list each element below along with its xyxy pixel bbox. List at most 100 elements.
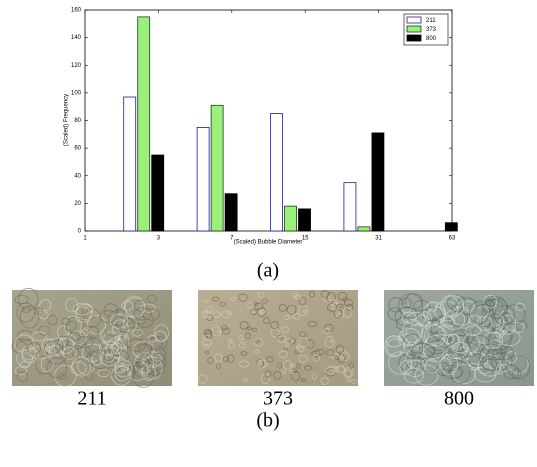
texture-cell: [312, 354, 320, 362]
texture-cell: [121, 300, 134, 312]
texture-cell: [468, 315, 482, 326]
texture-cell: [440, 295, 459, 318]
texture-cell: [133, 307, 153, 321]
texture-cell: [116, 317, 135, 334]
texture-cell: [270, 321, 279, 329]
texture-cell: [211, 296, 220, 302]
texture-cell: [17, 371, 29, 382]
texture-cell: [331, 302, 340, 311]
texture-cell: [403, 367, 425, 384]
texture-cell: [103, 331, 120, 346]
bar: [284, 205, 297, 232]
texture-cell: [294, 294, 302, 300]
texture-cell: [442, 309, 466, 331]
texture-cell: [257, 307, 267, 317]
texture-cell: [485, 349, 502, 360]
texture-cell: [247, 301, 254, 308]
texture-cell: [466, 352, 489, 369]
texture-cell: [442, 295, 465, 317]
bar: [224, 193, 238, 232]
texture-cell: [473, 303, 495, 328]
texture-cell: [146, 294, 157, 304]
texture-cell: [34, 307, 44, 316]
texture-cell: [335, 356, 340, 361]
texture-cell: [286, 304, 297, 315]
texture-cell: [443, 334, 455, 345]
legend-label: 800: [426, 36, 437, 42]
texture-cell: [278, 303, 287, 312]
texture-cell: [515, 302, 525, 311]
texture-cell: [298, 354, 308, 363]
texture-cell: [311, 373, 318, 380]
texture-cell: [295, 363, 301, 369]
texture-cell: [337, 303, 344, 308]
texture-cell: [82, 308, 102, 328]
texture-cell: [242, 378, 248, 383]
texture-cell: [43, 341, 61, 356]
texture-cell: [323, 327, 330, 335]
texture-cell: [227, 339, 233, 343]
texture-cell: [303, 365, 313, 371]
texture-cell: [343, 307, 353, 318]
texture-cell: [226, 311, 232, 316]
texture-cell: [134, 352, 154, 374]
legend-label: 211: [426, 18, 436, 24]
texture-cell: [198, 374, 208, 384]
bar: [210, 104, 224, 232]
texture-cell: [397, 333, 417, 347]
y-tick-label: 0: [78, 229, 82, 235]
x-tick-label: 3: [157, 236, 161, 242]
texture-cell: [108, 309, 129, 326]
texture-cell: [399, 360, 413, 376]
texture-cell: [311, 350, 321, 358]
texture-cell: [447, 334, 470, 361]
texture-cell: [398, 293, 423, 319]
texture-cell: [227, 354, 235, 363]
texture-cell: [512, 368, 522, 379]
texture-cell: [41, 338, 54, 352]
texture-cell: [122, 327, 143, 348]
texture-cell: [490, 352, 513, 371]
texture-cell: [423, 344, 445, 359]
texture-cell: [239, 321, 249, 330]
texture-cell: [281, 326, 290, 333]
texture-cell: [214, 353, 223, 362]
texture-cell: [229, 296, 237, 302]
texture-cell: [503, 364, 520, 380]
texture-cell: [302, 310, 307, 314]
texture-cell: [47, 314, 58, 326]
texture-cell: [74, 306, 92, 323]
texture-cell: [145, 337, 163, 350]
texture-cell: [489, 339, 501, 349]
texture-cell: [320, 290, 330, 298]
texture-cell: [257, 310, 263, 315]
texture-cell: [87, 314, 107, 335]
texture-cell: [283, 314, 290, 320]
texture-cell: [512, 322, 525, 333]
texture-cell: [14, 366, 28, 376]
texture-cell: [468, 300, 491, 324]
texture-cell: [455, 334, 469, 344]
texture-cell: [284, 344, 289, 348]
y-axis-label: (Scaled) Frequency: [64, 94, 70, 146]
texture-cell: [307, 320, 318, 327]
texture-cell: [17, 330, 34, 342]
texture-cell: [288, 337, 296, 345]
texture-cell: [448, 367, 462, 379]
texture-cell: [91, 353, 103, 366]
texture-cell: [452, 364, 476, 385]
texture-cell: [401, 311, 417, 324]
texture-cell: [462, 300, 475, 312]
texture-cell: [336, 365, 345, 373]
texture-cell: [99, 346, 121, 367]
x-tick-label: 7: [230, 236, 234, 242]
caption-a: (a): [257, 260, 279, 282]
texture-cell: [20, 360, 30, 369]
texture-cell: [240, 351, 248, 356]
texture-cell: [346, 377, 352, 383]
texture-cell: [515, 320, 528, 331]
texture-cell: [399, 327, 421, 346]
texture-cell: [148, 353, 167, 370]
